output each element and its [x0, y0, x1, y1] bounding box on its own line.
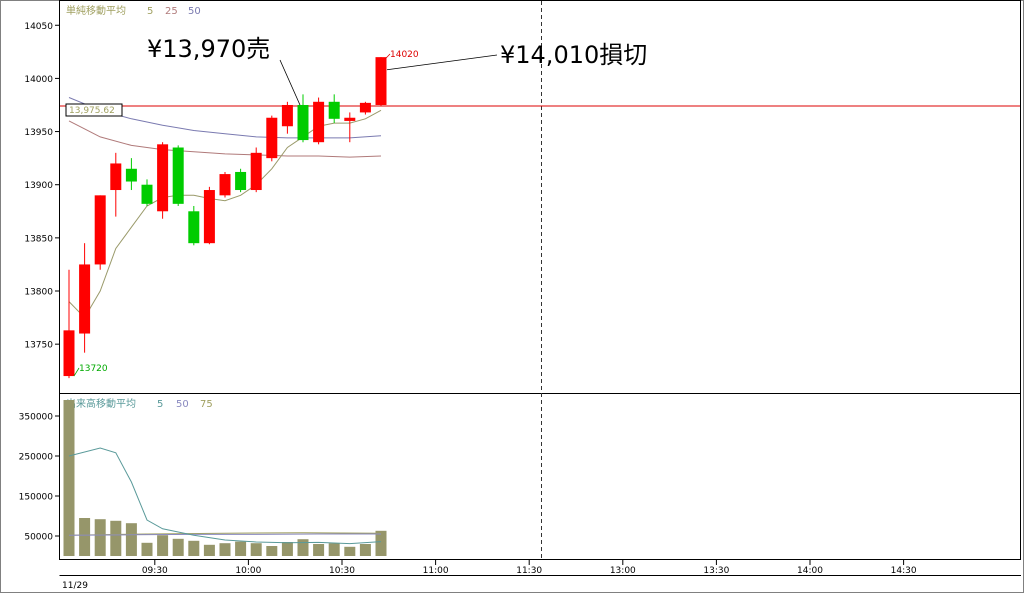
volume-ticks: 350000 250000 150000 50000 [19, 413, 60, 543]
time-tick-label: 13:30 [703, 566, 729, 576]
volume-bar [344, 546, 356, 556]
volume-ma-period-50: 50 [176, 399, 189, 410]
date-label: 11/29 [62, 581, 88, 591]
price-ma-period-50: 50 [188, 6, 201, 17]
candle-up [250, 152, 262, 191]
price-tick-label: 13750 [24, 341, 53, 351]
time-tick-label: 14:30 [891, 566, 917, 576]
volume-bar [94, 519, 106, 556]
volume-bar [141, 542, 153, 556]
volume-bar [110, 520, 122, 556]
candle-up [359, 102, 371, 113]
candle-down [188, 211, 200, 244]
time-tick-label: 10:30 [329, 566, 355, 576]
candle-up [266, 117, 278, 159]
low-label-pointer [73, 367, 80, 377]
candle-down [297, 104, 309, 141]
candle-up [203, 190, 215, 244]
volume-tick-label: 350000 [19, 413, 54, 423]
sell-entry-annotation: ¥13,970売 [147, 35, 270, 63]
time-tick-label: 10:00 [235, 566, 261, 576]
low-price-label: 13720 [79, 364, 108, 374]
volume-bar [297, 539, 309, 556]
price-tick-label: 14000 [24, 75, 53, 85]
price-ticks: 14050 14000 13950 13900 13850 13800 13750 [24, 22, 60, 351]
volume-bar [250, 543, 262, 556]
price-panel [59, 0, 1021, 394]
price-tick-label: 13850 [24, 234, 53, 244]
candle-down [328, 101, 340, 119]
volume-bar [235, 541, 247, 556]
candle-up [110, 163, 122, 191]
price-ma-period-25: 25 [165, 6, 178, 17]
volume-bar [188, 540, 200, 556]
candle-up [79, 264, 91, 334]
price-tick-label: 13800 [24, 288, 53, 298]
candle-up [157, 144, 169, 212]
price-ma-period-5: 5 [147, 6, 153, 17]
candle-down [125, 168, 137, 182]
volume-bar [313, 544, 325, 556]
volume-bar [63, 400, 75, 556]
volume-ma-period-5: 5 [157, 399, 163, 410]
candle-up [281, 104, 293, 127]
time-tick-label: 11:30 [516, 566, 542, 576]
sell-entry-leader-line [279, 59, 301, 106]
time-tick-label: 11:00 [423, 566, 449, 576]
price-panel-title: 単純移動平均 [66, 4, 126, 17]
volume-bar [375, 530, 387, 556]
volume-bar [203, 544, 215, 556]
price-tag-label: 13,975.62 [69, 106, 115, 116]
candle-up [313, 101, 325, 143]
candle-up [375, 57, 387, 105]
volume-tick-label: 250000 [19, 453, 54, 463]
price-tick-label: 13950 [24, 128, 53, 138]
time-tick-label: 09:30 [142, 566, 168, 576]
price-tick-label: 14050 [24, 22, 53, 32]
time-tick-label: 14:00 [797, 566, 823, 576]
volume-bar [359, 544, 371, 556]
price-tag-box [65, 103, 123, 117]
candle-up [344, 117, 356, 121]
candle-up [63, 330, 75, 377]
stop-loss-leader-line [386, 54, 498, 71]
high-label-pointer [384, 53, 391, 60]
volume-bar [79, 518, 91, 556]
volume-bars [63, 400, 387, 556]
high-price-label: 14020 [390, 50, 419, 60]
volume-bar [172, 538, 184, 556]
volume-ma50-line [68, 533, 381, 536]
volume-tick-label: 150000 [19, 493, 54, 503]
volume-bar [157, 535, 169, 556]
volume-panel [59, 393, 1021, 560]
stop-loss-annotation: ¥14,010損切 [500, 41, 647, 69]
candlesticks [63, 57, 387, 379]
volume-bar [328, 543, 340, 556]
volume-bar [219, 543, 231, 556]
candle-down [141, 184, 153, 204]
candle-down [172, 147, 184, 204]
volume-ma-period-75: 75 [200, 399, 213, 410]
volume-bar [281, 542, 293, 556]
time-axis-ticks: 09:30 10:00 10:30 11:00 11:30 13:00 13:30 14:00… [142, 560, 917, 576]
candle-up [94, 195, 106, 265]
volume-bar [125, 523, 137, 556]
volume-ma5-line [68, 447, 382, 545]
volume-moving-averages [68, 447, 382, 545]
volume-tick-label: 50000 [24, 533, 53, 543]
annotations [73, 53, 498, 377]
volume-bar [266, 546, 278, 556]
candle-up [219, 174, 231, 196]
volume-panel-title: 出来高移動平均 [66, 397, 136, 410]
price-tick-label: 13900 [24, 181, 53, 191]
candle-down [235, 171, 247, 191]
price-ma25-line [68, 120, 382, 158]
time-tick-label: 13:00 [610, 566, 636, 576]
price-ma5-line [68, 109, 382, 319]
